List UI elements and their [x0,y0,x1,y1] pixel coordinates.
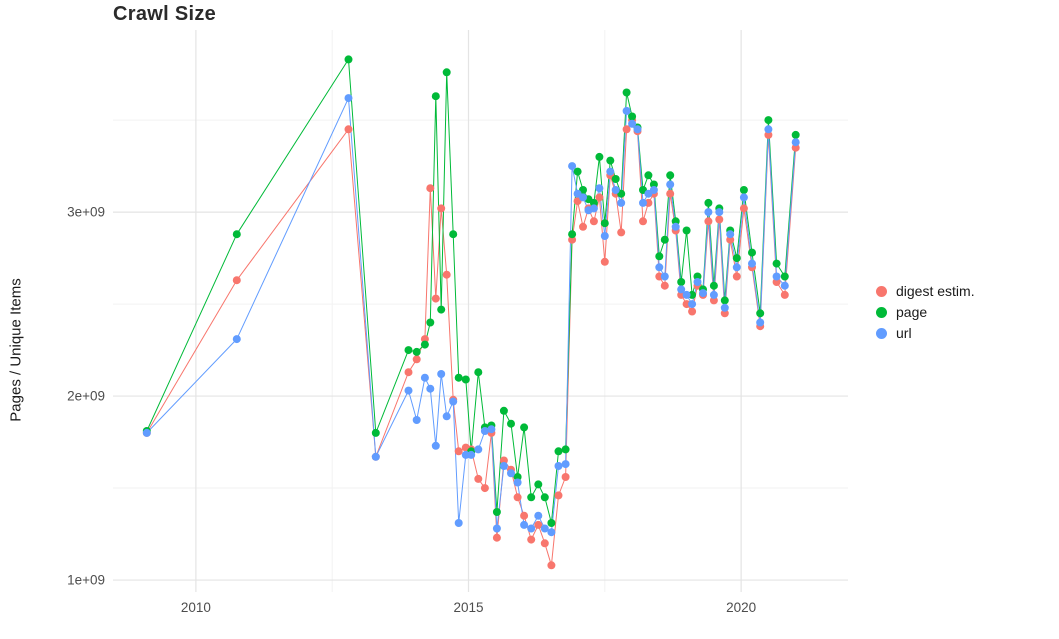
svg-text:2e+09: 2e+09 [67,389,105,404]
legend-item-page: page [876,304,975,320]
legend-item-url: url [876,325,975,341]
digest-estim-dot-icon [876,285,887,297]
svg-text:2010: 2010 [181,600,211,615]
svg-text:2015: 2015 [453,600,483,615]
svg-text:2020: 2020 [726,600,756,615]
svg-text:1e+09: 1e+09 [67,573,105,588]
legend-label-digest-estim: digest estim. [896,283,975,299]
legend-item-digest-estim: digest estim. [876,283,975,299]
legend: digest estim. page url [876,283,975,341]
y-axis-label: Pages / Unique Items [7,278,25,422]
url-dot-icon [876,327,887,339]
svg-text:3e+09: 3e+09 [67,205,105,220]
chart-title: Crawl Size [113,3,217,25]
legend-label-url: url [896,325,912,341]
page-dot-icon [876,306,887,318]
legend-label-page: page [896,304,928,320]
